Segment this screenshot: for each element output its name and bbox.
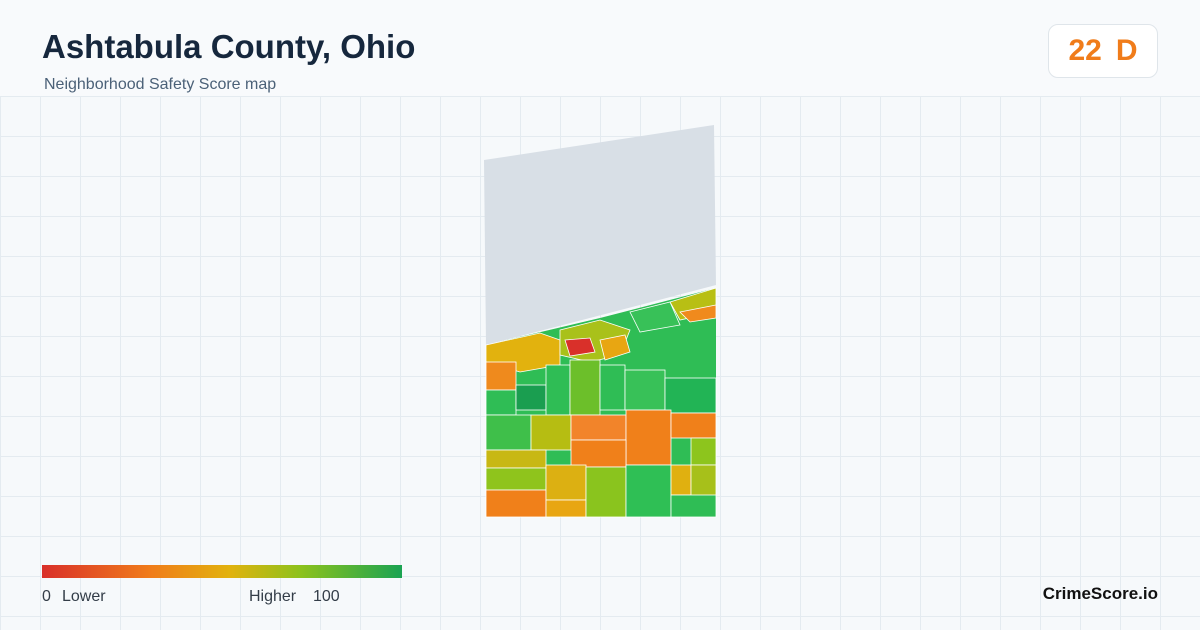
region: [515, 384, 547, 411]
region: [545, 364, 571, 416]
region: [670, 494, 717, 518]
region: [564, 337, 596, 357]
region: [625, 409, 672, 466]
legend-min-label: Lower: [62, 588, 106, 605]
region: [485, 361, 517, 391]
region: [485, 467, 547, 491]
score: 22: [1068, 34, 1102, 67]
legend-gradient: [42, 565, 402, 578]
grade: D: [1115, 34, 1138, 67]
region: [690, 437, 717, 466]
legend-min: 0: [42, 588, 51, 605]
region: [599, 364, 626, 411]
region: [629, 301, 681, 333]
region: [599, 334, 631, 361]
title: Ashtabula County, Ohio: [42, 28, 416, 65]
region: [670, 464, 692, 496]
region: [569, 359, 601, 416]
region: [485, 414, 532, 451]
subtitle: Neighborhood Safety Score map: [44, 76, 277, 93]
region: [485, 449, 547, 469]
lake: [484, 125, 716, 345]
legend-max: 100: [313, 588, 340, 605]
region: [545, 499, 587, 518]
region: [585, 466, 627, 518]
score-badge: 22 D: [1048, 24, 1158, 78]
region: [679, 304, 717, 323]
region: [485, 389, 517, 416]
region: [570, 414, 627, 441]
region: [625, 464, 672, 518]
brand: CrimeScore.io: [1042, 584, 1158, 603]
region: [485, 489, 547, 518]
region: [670, 412, 717, 439]
region: [624, 369, 666, 411]
region: [690, 464, 717, 501]
header: [0, 0, 1200, 96]
region: [545, 464, 587, 501]
region: [664, 377, 717, 414]
region: [530, 414, 572, 451]
legend-max-label: Higher: [249, 588, 297, 605]
region: [570, 439, 627, 468]
